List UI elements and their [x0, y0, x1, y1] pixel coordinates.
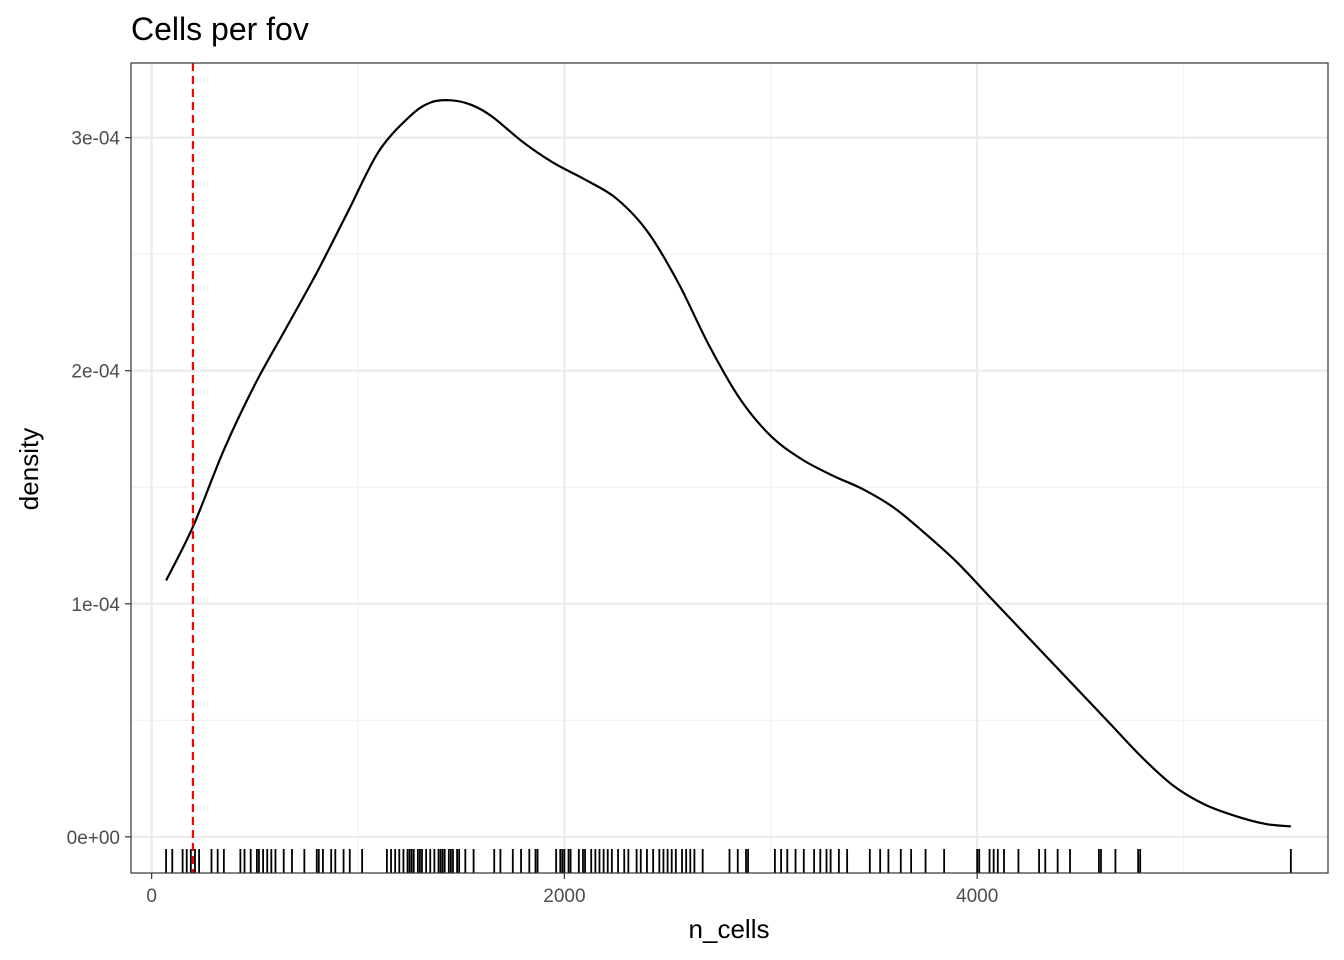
y-tick-label: 2e-04	[71, 362, 120, 383]
y-tick-label: 3e-04	[71, 129, 120, 150]
plot-panel	[130, 62, 1329, 874]
x-axis: 0 2000 4000	[146, 873, 998, 907]
density-curve	[165, 99, 1291, 828]
panel-border	[130, 62, 1329, 874]
minor-gridlines	[131, 63, 1328, 873]
x-axis-title: n_cells	[689, 914, 770, 944]
y-tick-label: 0e+00	[67, 828, 120, 849]
x-tick-label: 0	[146, 886, 157, 907]
panel-background	[131, 63, 1328, 873]
x-tick-label: 2000	[543, 886, 585, 907]
rug-marks	[165, 849, 1292, 873]
y-axis: 0e+00 1e-04 2e-04 3e-04	[67, 129, 131, 849]
x-tick-label: 4000	[956, 886, 998, 907]
major-gridlines	[131, 63, 1328, 873]
chart-title: Cells per fov	[131, 11, 309, 47]
y-tick-label: 1e-04	[71, 595, 120, 616]
y-axis-title: density	[14, 428, 44, 510]
